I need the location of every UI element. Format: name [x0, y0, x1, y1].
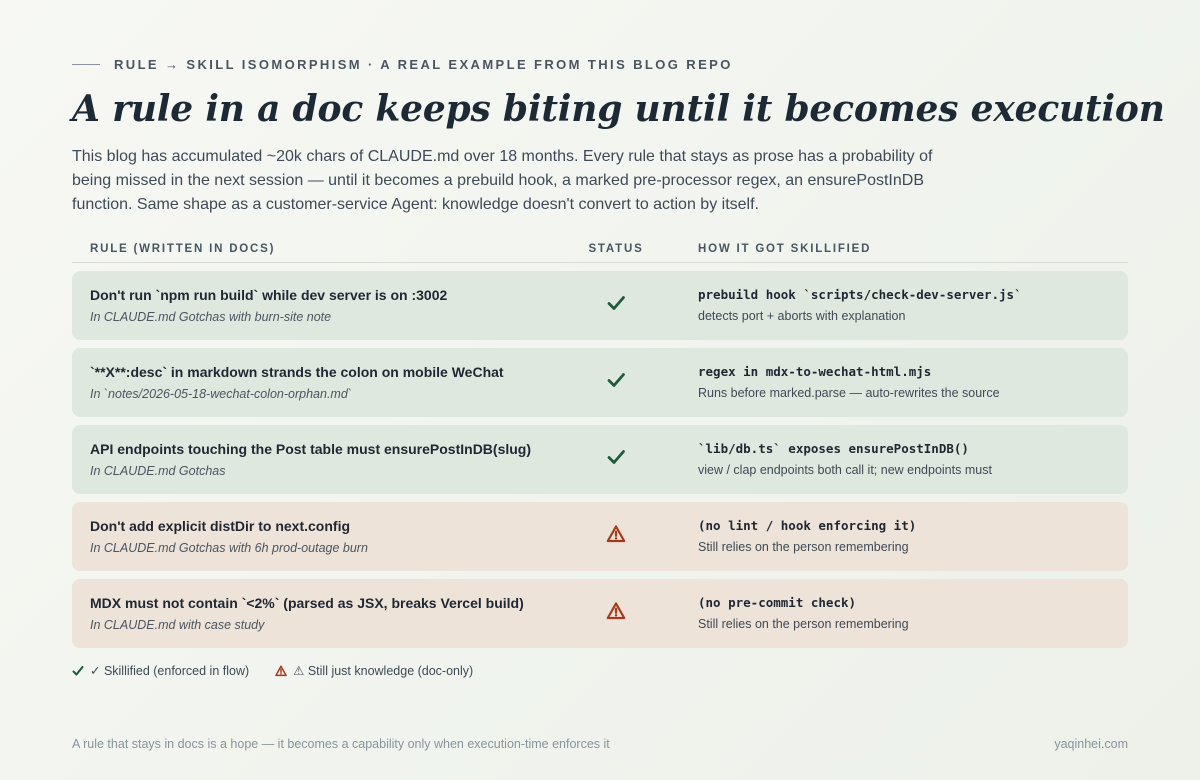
rules-table: Don't run `npm run build` while dev serv… — [72, 271, 1128, 656]
eyebrow-divider — [72, 64, 100, 65]
warning-icon — [606, 601, 626, 626]
legend-label-knowledge: ⚠ Still just knowledge (doc-only) — [293, 664, 474, 678]
table-row: MDX must not contain `<2%` (parsed as JS… — [72, 579, 1128, 648]
how-note: view / clap endpoints both call it; new … — [698, 463, 992, 477]
table-row: API endpoints touching the Post table mu… — [72, 425, 1128, 494]
table-row: Don't run `npm run build` while dev serv… — [72, 271, 1128, 340]
how-text: regex in mdx-to-wechat-html.mjs — [698, 364, 932, 379]
rule-note: In `notes/2026-05-18-wechat-colon-orphan… — [90, 387, 352, 401]
rule-text: Don't add explicit distDir to next.confi… — [90, 518, 351, 534]
rule-text: Don't run `npm run build` while dev serv… — [90, 287, 448, 303]
check-icon — [72, 665, 84, 675]
page-title: A rule in a doc keeps biting until it be… — [72, 88, 1165, 130]
page: Rule → Skill Isomorphism · A real exampl… — [72, 0, 1165, 780]
status-cell — [572, 271, 660, 340]
table-row: `**X**:desc` in markdown strands the col… — [72, 348, 1128, 417]
status-cell — [572, 502, 660, 571]
column-header-status: Status — [588, 243, 644, 255]
eyebrow-text: Rule → Skill Isomorphism · A real exampl… — [114, 57, 733, 72]
legend-item-skillified: ✓ Skillified (enforced in flow) — [72, 663, 249, 678]
table-header: Rule (written in docs) Status How it got… — [72, 243, 1128, 263]
legend: ✓ Skillified (enforced in flow) ⚠ Still … — [72, 663, 499, 678]
how-note: Still relies on the person remembering — [698, 617, 909, 631]
column-header-rule: Rule (written in docs) — [90, 243, 276, 255]
footer-site: yaqinhei.com — [1054, 737, 1128, 751]
how-note: Still relies on the person remembering — [698, 540, 909, 554]
warning-icon — [275, 664, 287, 676]
how-text: (no lint / hook enforcing it) — [698, 518, 917, 533]
how-text: `lib/db.ts` exposes ensurePostInDB() — [698, 441, 969, 456]
how-note: Runs before marked.parse — auto-rewrites… — [698, 386, 1000, 400]
how-text: prebuild hook `scripts/check-dev-server.… — [698, 287, 1022, 302]
check-icon — [606, 370, 626, 395]
eyebrow: Rule → Skill Isomorphism · A real exampl… — [72, 57, 733, 72]
rule-note: In CLAUDE.md Gotchas with burn-site note — [90, 310, 332, 324]
legend-label-skillified: ✓ Skillified (enforced in flow) — [90, 664, 250, 678]
rule-text: API endpoints touching the Post table mu… — [90, 441, 532, 457]
status-cell — [572, 348, 660, 417]
footer-tagline: A rule that stays in docs is a hope — it… — [72, 737, 610, 751]
column-header-how: How it got skillified — [698, 243, 872, 255]
how-note: detects port + aborts with explanation — [698, 309, 906, 323]
rule-text: `**X**:desc` in markdown strands the col… — [90, 364, 504, 380]
rule-note: In CLAUDE.md Gotchas — [90, 464, 226, 478]
check-icon — [606, 293, 626, 318]
legend-item-knowledge: ⚠ Still just knowledge (doc-only) — [275, 663, 473, 678]
rule-text: MDX must not contain `<2%` (parsed as JS… — [90, 595, 524, 611]
lede-paragraph: This blog has accumulated ~20k chars of … — [72, 148, 933, 213]
table-row: Don't add explicit distDir to next.confi… — [72, 502, 1128, 571]
warning-icon — [606, 524, 626, 549]
rule-note: In CLAUDE.md Gotchas with 6h prod-outage… — [90, 541, 368, 555]
check-icon — [606, 447, 626, 472]
status-cell — [572, 425, 660, 494]
status-cell — [572, 579, 660, 648]
rule-note: In CLAUDE.md with case study — [90, 618, 265, 632]
how-text: (no pre-commit check) — [698, 595, 857, 610]
